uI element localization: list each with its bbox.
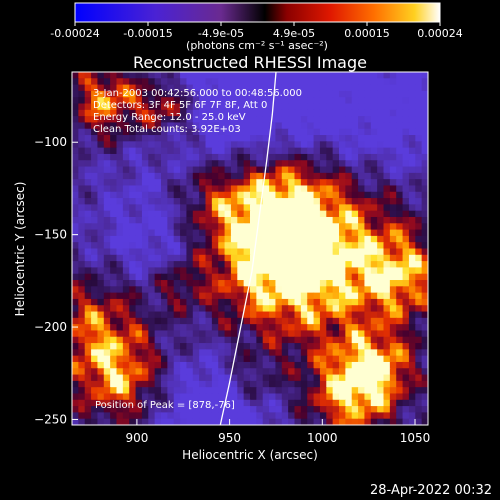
x-tick-label: 1000 [307,431,338,445]
colorbar-tick-label: -0.00015 [123,27,172,40]
solar-limb-curve [219,72,277,425]
annotation-time-range: 3-Jan-2003 00:42:56.000 to 00:48:56.000 [93,88,302,99]
colorbar [74,2,441,23]
y-tick-label: −250 [34,412,67,426]
y-axis-label: Heliocentric Y (arcsec) [13,182,27,317]
x-tick-label: 1050 [400,431,431,445]
annotation-detectors: Detectors: 3F 4F 5F 6F 7F 8F, Att 0 [93,100,267,111]
colorbar-ticks: -0.00024 -0.00015 -4.9e-05 4.9e-05 0.00015 0.… [50,22,463,40]
colorbar-tick-label: 0.00024 [417,27,463,40]
colorbar-tick-label: -0.00024 [50,27,99,40]
plot-frame [71,71,429,426]
x-axis-label: Heliocentric X (arcsec) [182,448,318,462]
y-tick-label: −150 [34,228,67,242]
annotation-clean-counts: Clean Total counts: 3.92E+03 [93,124,241,135]
footer-timestamp: 28-Apr-2022 00:32 [370,483,492,498]
annotation-energy-range: Energy Range: 12.0 - 25.0 keV [93,112,246,123]
chart-title: Reconstructed RHESSI Image [133,53,367,72]
axis-ticks: 900 950 1000 1050 −100 −150 −200 −250 [34,135,430,445]
y-tick-label: −200 [34,320,67,334]
annotation-peak-position: Position of Peak = [878,-76] [95,400,235,411]
colorbar-unit-label: (photons cm⁻² s⁻¹ asec⁻²) [186,39,328,52]
colorbar-tick-label: 0.00015 [344,27,390,40]
y-tick-label: −100 [34,135,67,149]
x-tick-label: 900 [125,431,148,445]
colorbar-tick-label: -4.9e-05 [198,27,244,40]
colorbar-tick-label: 4.9e-05 [273,27,315,40]
x-tick-label: 950 [218,431,241,445]
heatmap-image [72,72,428,425]
